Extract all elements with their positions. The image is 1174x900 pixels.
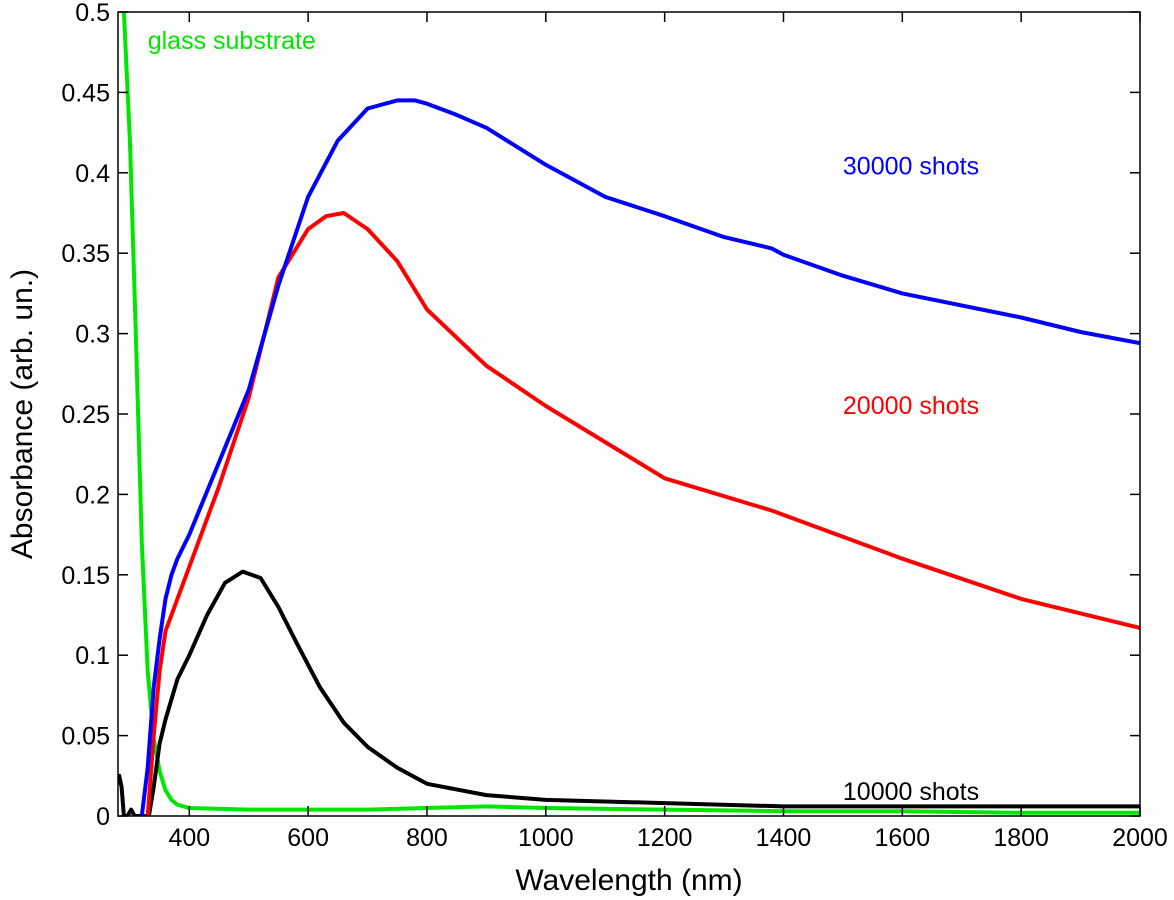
y-tick-label: 0.15	[61, 562, 110, 590]
y-tick-label: 0.5	[75, 0, 110, 27]
series-line-30000-shots	[139, 98, 1140, 816]
series-layer	[118, 12, 1140, 816]
annotation-30000-shots: 30000 shots	[843, 152, 979, 180]
annotation-20000-shots: 20000 shots	[843, 392, 979, 420]
series-line-20000-shots	[145, 211, 1140, 816]
x-tick-label: 2000	[1112, 824, 1168, 852]
y-tick-label: 0	[96, 803, 110, 831]
x-tick-label: 1600	[875, 824, 931, 852]
series-line-10000-shots	[118, 569, 1140, 816]
y-tick-label: 0.3	[75, 321, 110, 349]
ticks-layer: 400 600 800 1000 1200 1400 1600 1800 2000 0 0.05 0.…	[61, 0, 1167, 852]
annotation-10000-shots: 10000 shots	[843, 778, 979, 806]
y-tick-label: 0.1	[75, 642, 110, 670]
y-axis-title: Absorbance (arb. un.)	[6, 269, 39, 559]
series-line-glass-substrate	[121, 12, 1140, 815]
y-tick-label: 0.4	[75, 160, 110, 188]
x-tick-label: 1200	[637, 824, 693, 852]
x-axis-title: Wavelength (nm)	[515, 864, 742, 897]
x-tick-label: 400	[168, 824, 210, 852]
annotation-glass-substrate: glass substrate	[148, 27, 316, 55]
x-tick-label: 1400	[756, 824, 812, 852]
x-tick-label: 1800	[993, 824, 1049, 852]
y-tick-label: 0.35	[61, 240, 110, 268]
y-tick-label: 0.05	[61, 723, 110, 751]
y-tick-label: 0.25	[61, 401, 110, 429]
annotation-layer: glass substrate 30000 shots 20000 shots 100…	[148, 27, 979, 806]
y-tick-label: 0.2	[75, 481, 110, 509]
x-tick-label: 1000	[518, 824, 574, 852]
x-tick-label: 600	[287, 824, 329, 852]
y-tick-label: 0.45	[61, 79, 110, 107]
x-tick-label: 800	[406, 824, 448, 852]
